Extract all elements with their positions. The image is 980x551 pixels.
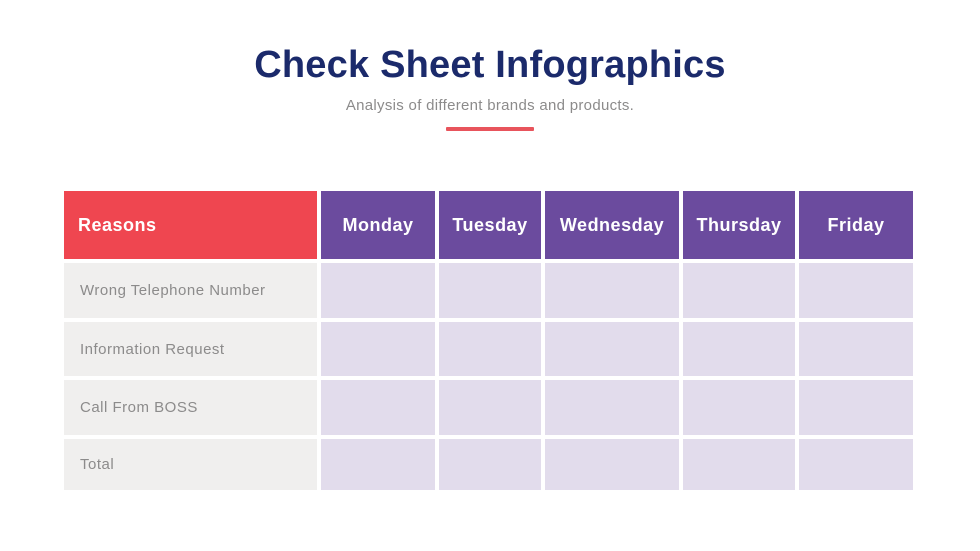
column-header-label: Friday — [827, 214, 885, 235]
row-label-total: Total — [64, 439, 317, 490]
column-header-friday: Friday — [799, 191, 913, 259]
data-cell — [321, 439, 435, 490]
data-cell — [545, 439, 679, 490]
row-label-text: Total — [80, 456, 115, 473]
data-cell — [799, 380, 913, 435]
column-header-label: Monday — [342, 214, 414, 235]
column-header-label: Wednesday — [559, 214, 665, 235]
subtitle-underline-divider — [446, 127, 534, 131]
data-cell — [799, 439, 913, 490]
data-cell — [683, 322, 795, 376]
row-label-wrong-telephone-number: Wrong Telephone Number — [64, 263, 317, 318]
data-cell — [321, 322, 435, 376]
column-header-thursday: Thursday — [683, 191, 795, 259]
data-cell — [321, 380, 435, 435]
column-header-reasons: Reasons — [64, 191, 317, 259]
column-header-label: Thursday — [696, 214, 782, 235]
column-header-label: Tuesday — [452, 214, 528, 235]
data-cell — [799, 263, 913, 318]
page-subtitle: Analysis of different brands and product… — [345, 97, 635, 114]
data-cell — [683, 439, 795, 490]
data-cell — [321, 263, 435, 318]
data-cell — [439, 380, 541, 435]
row-label-call-from-boss: Call From BOSS — [64, 380, 317, 435]
column-header-wednesday: Wednesday — [545, 191, 679, 259]
row-label-text: Information Request — [80, 340, 225, 358]
row-label-information-request: Information Request — [64, 322, 317, 376]
page-title: Check Sheet Infographics — [254, 44, 726, 86]
column-header-label: Reasons — [78, 214, 157, 235]
row-label-text: Wrong Telephone Number — [80, 282, 266, 299]
data-cell — [439, 263, 541, 318]
row-label-text: Call From BOSS — [80, 399, 198, 416]
column-header-tuesday: Tuesday — [439, 191, 541, 259]
data-cell — [439, 439, 541, 490]
data-cell — [545, 380, 679, 435]
column-header-monday: Monday — [321, 191, 435, 259]
data-cell — [799, 322, 913, 376]
data-cell — [683, 380, 795, 435]
data-cell — [545, 322, 679, 376]
data-cell — [545, 263, 679, 318]
data-cell — [439, 322, 541, 376]
data-cell — [683, 263, 795, 318]
check-sheet-table: Reasons Monday Tuesday Wednesday Thursda… — [64, 191, 913, 490]
